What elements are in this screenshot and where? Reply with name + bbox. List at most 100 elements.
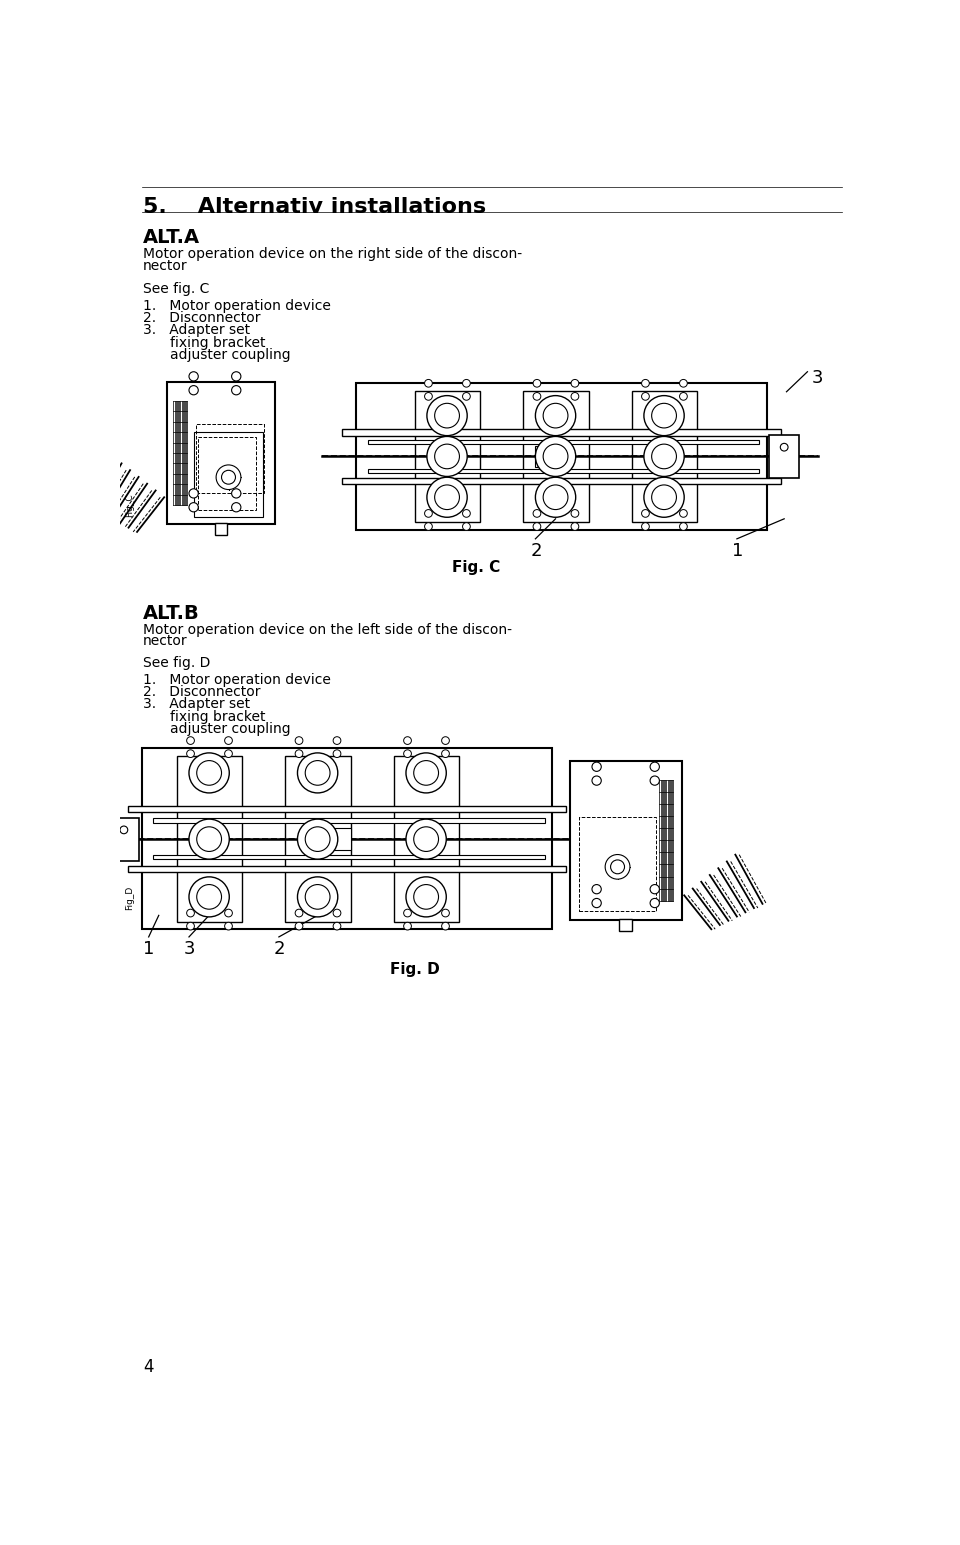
Circle shape <box>186 922 194 930</box>
Circle shape <box>680 510 687 518</box>
Circle shape <box>333 737 341 745</box>
Circle shape <box>592 899 601 907</box>
Circle shape <box>641 510 649 518</box>
Circle shape <box>644 396 684 436</box>
Circle shape <box>641 392 649 400</box>
Text: 2: 2 <box>531 542 542 559</box>
Circle shape <box>333 749 341 757</box>
Circle shape <box>216 465 241 490</box>
Text: 1: 1 <box>143 939 155 958</box>
Circle shape <box>186 737 194 745</box>
Circle shape <box>641 380 649 388</box>
Circle shape <box>225 908 232 916</box>
Circle shape <box>652 443 677 468</box>
Circle shape <box>189 502 199 511</box>
Circle shape <box>406 878 446 916</box>
Bar <box>368 468 759 473</box>
Circle shape <box>403 749 412 757</box>
Circle shape <box>231 372 241 382</box>
Circle shape <box>592 885 601 895</box>
Circle shape <box>652 485 677 510</box>
Bar <box>343 477 781 484</box>
Circle shape <box>231 488 241 497</box>
Bar <box>535 445 567 467</box>
Circle shape <box>533 510 540 518</box>
Text: adjuster coupling: adjuster coupling <box>170 348 291 362</box>
Text: 3.   Adapter set: 3. Adapter set <box>143 323 251 337</box>
Circle shape <box>533 380 540 388</box>
Circle shape <box>427 436 468 476</box>
Circle shape <box>650 885 660 895</box>
Circle shape <box>295 749 303 757</box>
Circle shape <box>463 522 470 530</box>
Circle shape <box>543 485 568 510</box>
Circle shape <box>571 380 579 388</box>
Text: 2.   Disconnector: 2. Disconnector <box>143 684 261 700</box>
Text: fixing bracket: fixing bracket <box>170 709 266 723</box>
Circle shape <box>189 386 199 396</box>
Circle shape <box>406 819 446 859</box>
Circle shape <box>295 908 303 916</box>
Circle shape <box>189 752 229 793</box>
Bar <box>214 524 227 535</box>
Bar <box>285 756 351 921</box>
Circle shape <box>442 908 449 916</box>
Circle shape <box>197 885 222 908</box>
Circle shape <box>592 762 601 771</box>
Circle shape <box>189 878 229 916</box>
Circle shape <box>442 922 449 930</box>
Circle shape <box>536 477 576 518</box>
Bar <box>770 434 799 477</box>
Circle shape <box>543 403 568 428</box>
Circle shape <box>305 827 330 851</box>
Text: Fig_D: Fig_D <box>126 885 134 910</box>
Text: nector: nector <box>143 635 188 649</box>
Text: fixing bracket: fixing bracket <box>170 335 266 349</box>
Circle shape <box>536 436 576 476</box>
Bar <box>579 817 657 910</box>
Text: nector: nector <box>143 258 188 272</box>
Circle shape <box>120 827 128 834</box>
Bar <box>154 819 544 823</box>
Circle shape <box>295 737 303 745</box>
Circle shape <box>611 861 625 874</box>
Bar <box>343 430 781 436</box>
Circle shape <box>333 908 341 916</box>
Circle shape <box>406 752 446 793</box>
Bar <box>198 437 255 510</box>
Bar <box>109 817 138 861</box>
Circle shape <box>533 522 540 530</box>
Bar <box>196 423 264 493</box>
Circle shape <box>231 386 241 396</box>
Text: 2.   Disconnector: 2. Disconnector <box>143 311 261 324</box>
Text: adjuster coupling: adjuster coupling <box>170 722 291 735</box>
Circle shape <box>189 488 199 497</box>
Circle shape <box>650 776 660 785</box>
Circle shape <box>424 380 432 388</box>
Circle shape <box>435 443 460 468</box>
Circle shape <box>298 819 338 859</box>
Circle shape <box>403 737 412 745</box>
Text: Motor operation device on the right side of the discon-: Motor operation device on the right side… <box>143 247 522 261</box>
Bar <box>128 806 566 813</box>
Bar <box>142 748 552 929</box>
Text: Fig. C: Fig. C <box>452 561 500 575</box>
Circle shape <box>197 760 222 785</box>
Text: 1: 1 <box>732 542 744 559</box>
Circle shape <box>435 485 460 510</box>
Circle shape <box>427 396 468 436</box>
Circle shape <box>571 510 579 518</box>
Circle shape <box>414 760 439 785</box>
Text: 1.   Motor operation device: 1. Motor operation device <box>143 298 331 312</box>
Circle shape <box>652 403 677 428</box>
Circle shape <box>424 392 432 400</box>
Circle shape <box>592 776 601 785</box>
Circle shape <box>298 878 338 916</box>
Circle shape <box>536 396 576 436</box>
Circle shape <box>680 522 687 530</box>
Text: 5.    Alternativ installations: 5. Alternativ installations <box>143 196 487 216</box>
Circle shape <box>295 922 303 930</box>
Circle shape <box>225 749 232 757</box>
Circle shape <box>333 922 341 930</box>
Circle shape <box>641 522 649 530</box>
